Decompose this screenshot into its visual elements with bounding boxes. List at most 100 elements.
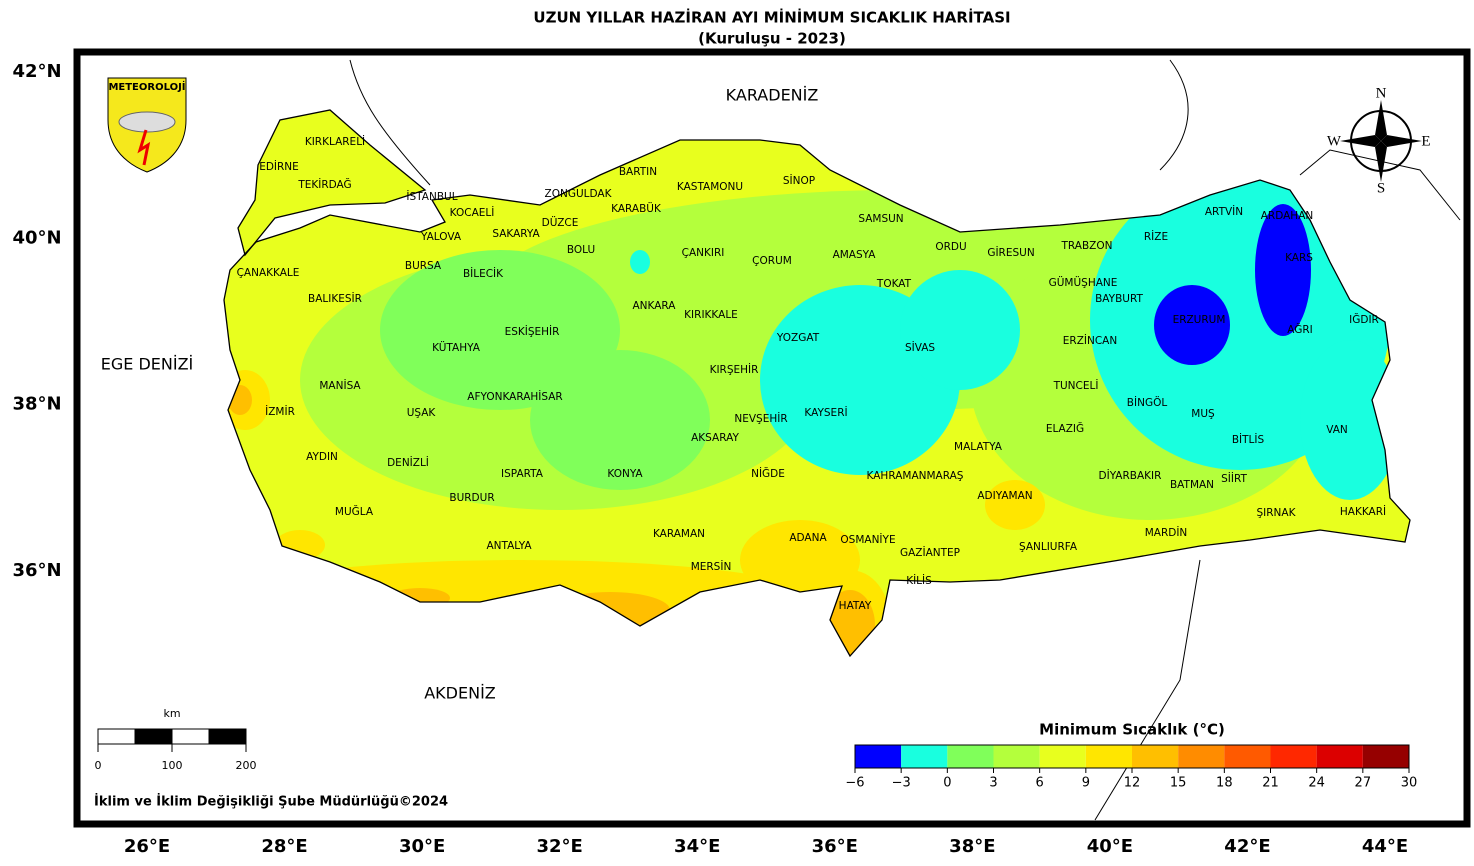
- province-label: ARDAHAN: [1261, 210, 1314, 222]
- sea-label: EGE DENİZİ: [101, 355, 194, 374]
- province-label: ŞANLIURFA: [1019, 541, 1078, 553]
- province-label: TUNCELİ: [1053, 379, 1099, 392]
- province-label: AMASYA: [833, 249, 877, 261]
- longitude-label: 44°E: [1362, 836, 1408, 857]
- colorbar-tick-label: −6: [845, 776, 864, 791]
- province-label: ISPARTA: [501, 468, 544, 480]
- colorbar-segment: [855, 745, 902, 768]
- province-label: BİLECİK: [463, 267, 504, 280]
- longitude-label: 32°E: [537, 836, 583, 857]
- province-label: NEVŞEHİR: [734, 412, 787, 425]
- province-label: ELAZIĞ: [1046, 422, 1084, 435]
- colorbar-segment: [947, 745, 994, 768]
- scale-tick-label: 0: [95, 759, 102, 772]
- province-label: KARABÜK: [611, 202, 662, 215]
- province-label: ESKİŞEHİR: [505, 325, 560, 338]
- field-zone: [985, 480, 1045, 530]
- colorbar-tick-label: 18: [1216, 776, 1233, 791]
- province-label: ZONGULDAK: [545, 188, 613, 200]
- footer: İklim ve İklim Değişikliği Şube Müdürlüğ…: [94, 794, 448, 810]
- province-label: KAYSERİ: [804, 406, 847, 419]
- colorbar-tick-label: 21: [1262, 776, 1279, 791]
- province-label: BATMAN: [1170, 479, 1214, 491]
- colorbar-tick-label: 12: [1124, 776, 1141, 791]
- province-label: EDİRNE: [259, 160, 299, 173]
- colorbar-segment: [1270, 745, 1317, 768]
- province-label: NİĞDE: [751, 467, 785, 480]
- colorbar-tick-label: 24: [1308, 776, 1325, 791]
- province-label: ORDU: [935, 241, 966, 253]
- province-label: ERZURUM: [1173, 314, 1226, 326]
- longitude-label: 30°E: [399, 836, 445, 857]
- province-label: RİZE: [1144, 230, 1168, 243]
- province-label: MALATYA: [954, 441, 1003, 453]
- colorbar-segment: [1085, 745, 1132, 768]
- province-label: KASTAMONU: [677, 181, 743, 193]
- province-label: SAMSUN: [858, 213, 903, 225]
- province-label: TRABZON: [1061, 240, 1113, 252]
- province-label: KİLİS: [906, 574, 932, 587]
- compass-n: N: [1376, 85, 1387, 101]
- latitude-label: 42°N: [12, 61, 61, 82]
- province-label: KARAMAN: [653, 528, 705, 540]
- colorbar-tick-label: −3: [892, 776, 911, 791]
- colorbar-tick-label: 9: [1082, 776, 1090, 791]
- latitude-label: 36°N: [12, 560, 61, 581]
- colorbar-tick-label: 15: [1170, 776, 1187, 791]
- province-label: YALOVA: [420, 231, 462, 243]
- title: UZUN YILLAR HAZİRAN AYI MİNİMUM SICAKLIK…: [533, 8, 1010, 27]
- province-label: TEKİRDAĞ: [297, 178, 351, 191]
- province-label: BALIKESİR: [308, 292, 362, 305]
- colorbar-tick-label: 3: [989, 776, 997, 791]
- field-zone: [900, 270, 1020, 390]
- latitude-label: 40°N: [12, 227, 61, 248]
- compass: N S W E: [1327, 85, 1431, 196]
- province-label: KARS: [1285, 252, 1313, 264]
- province-label: AĞRI: [1287, 323, 1313, 336]
- province-label: ERZİNCAN: [1063, 334, 1117, 347]
- province-label: IĞDIR: [1349, 313, 1379, 326]
- province-label: İSTANBUL: [406, 190, 457, 203]
- province-label: OSMANİYE: [840, 533, 895, 546]
- colorbar-segment: [993, 745, 1040, 768]
- scale-unit: km: [163, 707, 180, 720]
- province-label: ADIYAMAN: [977, 490, 1032, 502]
- province-label: ŞIRNAK: [1257, 507, 1297, 519]
- province-label: ARTVİN: [1205, 205, 1243, 218]
- scale-segment: [208, 728, 247, 745]
- province-label: ÇANAKKALE: [237, 267, 300, 279]
- colorbar-segment: [1362, 745, 1409, 768]
- compass-s: S: [1377, 180, 1385, 196]
- province-label: SİİRT: [1221, 472, 1247, 485]
- longitude-label: 42°E: [1224, 836, 1270, 857]
- province-label: MANİSA: [319, 379, 361, 392]
- longitude-label: 26°E: [124, 836, 170, 857]
- province-label: HAKKARİ: [1340, 505, 1386, 518]
- province-label: KAHRAMANMARAŞ: [867, 470, 964, 482]
- province-label: İZMİR: [265, 405, 295, 418]
- colorbar-segment: [1224, 745, 1271, 768]
- colorbar-segment: [1039, 745, 1086, 768]
- province-label: KIRŞEHİR: [710, 363, 759, 376]
- scale-tick-label: 200: [236, 759, 257, 772]
- sea-label: AKDENİZ: [424, 684, 496, 703]
- province-label: BİTLİS: [1232, 433, 1265, 446]
- province-label: YOZGAT: [776, 332, 820, 344]
- field-zone: [530, 350, 710, 490]
- province-label: KOCAELİ: [450, 206, 495, 219]
- province-label: KONYA: [607, 468, 643, 480]
- province-label: ÇORUM: [752, 255, 792, 267]
- province-label: SİNOP: [783, 174, 815, 187]
- province-label: MUĞLA: [335, 505, 374, 518]
- longitude-label: 28°E: [261, 836, 307, 857]
- colorbar-segment: [1132, 745, 1179, 768]
- province-label: BARTIN: [619, 166, 657, 178]
- province-label: VAN: [1326, 424, 1348, 436]
- coastline: [223, 59, 1461, 821]
- longitude-label: 36°E: [812, 836, 858, 857]
- sea-label: KARADENİZ: [726, 86, 819, 105]
- colorbar-tick-label: 6: [1036, 776, 1044, 791]
- province-label: TOKAT: [876, 278, 912, 290]
- scale-segment: [97, 728, 136, 745]
